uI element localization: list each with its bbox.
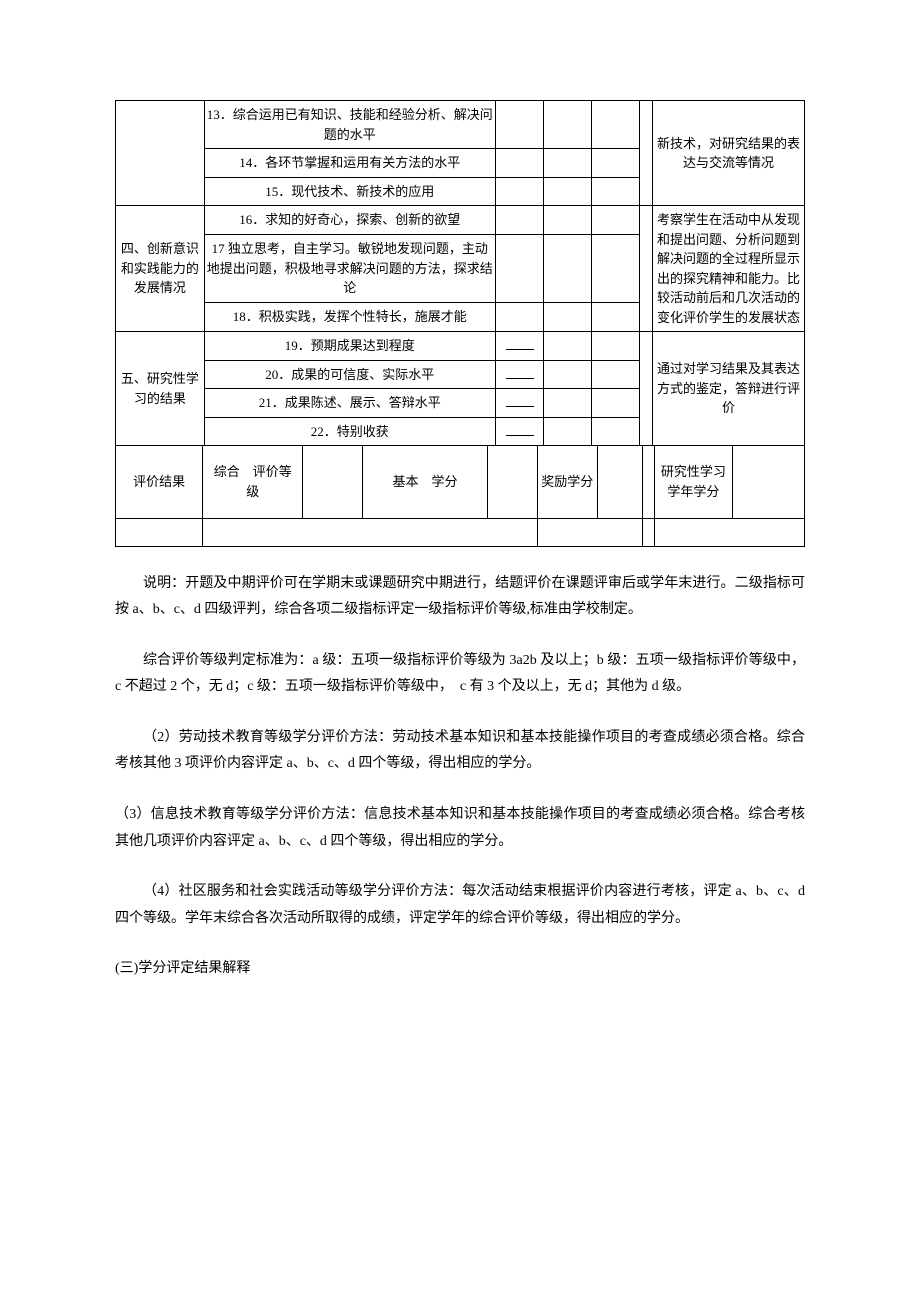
item-18: 18．积极实践，发挥个性特长，施展才能 <box>204 303 495 332</box>
para-item2: （2）劳动技术教育等级学分评价方法：劳动技术基本知识和基本技能操作项目的考查成绩… <box>115 725 805 778</box>
award-credit-label: 奖励学分 <box>537 446 597 518</box>
basic-credit-label: 基本 学分 <box>363 446 488 518</box>
grade-value-cell <box>303 446 363 518</box>
section5-remark: 通过对学习结果及其表达方式的鉴定，答辩进行评价 <box>652 332 804 446</box>
blank-cell <box>495 332 543 361</box>
item-19: 19．预期成果达到程度 <box>204 332 495 361</box>
para-item4: （4）社区服务和社会实践活动等级学分评价方法：每次活动结束根据评价内容进行考核，… <box>115 879 805 932</box>
section4-indicator: 四、创新意识和实践能力的发展情况 <box>116 206 205 332</box>
item-13: 13．综合运用已有知识、技能和经验分析、解决问题的水平 <box>204 101 495 149</box>
item-22: 22．特别收获 <box>204 417 495 446</box>
item-17: 17 独立思考，自主学习。敏锐地发现问题，主动地提出问题，积极地寻求解决问题的方… <box>204 234 495 302</box>
section3-indicator-cell <box>116 101 205 206</box>
para-item3: （3）信息技术教育等级学分评价方法：信息技术基本知识和基本技能操作项目的考查成绩… <box>115 802 805 855</box>
section5-indicator: 五、研究性学习的结果 <box>116 332 205 446</box>
para-note: 说明：开题及中期评价可在学期末或课题研究中期进行，结题评价在课题评审后或学年末进… <box>115 571 805 624</box>
item-14: 14．各环节掌握和运用有关方法的水平 <box>204 149 495 178</box>
year-credit-value <box>732 446 804 518</box>
para-section3: (三)学分评定结果解释 <box>115 956 805 983</box>
blank-cell <box>495 360 543 389</box>
blank-cell <box>495 389 543 418</box>
evaluation-table: 13．综合运用已有知识、技能和经验分析、解决问题的水平 新技术，对研究结果的表达… <box>115 100 805 446</box>
grade-label: 综合 评价等 级 <box>203 446 303 518</box>
blank-cell <box>495 417 543 446</box>
result-table: 评价结果 综合 评价等 级 基本 学分 奖励学分 研究性学习学年学分 <box>115 446 805 547</box>
award-credit-value <box>597 446 642 518</box>
section4-remark: 考察学生在活动中从发现和提出问题、分析问题到解决问题的全过程所显示出的探究精神和… <box>652 206 804 332</box>
result-label: 评价结果 <box>116 446 203 518</box>
item-16: 16．求知的好奇心，探索、创新的欲望 <box>204 206 495 235</box>
item-21: 21．成果陈述、展示、答辩水平 <box>204 389 495 418</box>
year-credit-label: 研究性学习学年学分 <box>655 446 732 518</box>
section3-remark: 新技术，对研究结果的表达与交流等情况 <box>652 101 804 206</box>
item-15: 15．现代技术、新技术的应用 <box>204 177 495 206</box>
para-standard: 综合评价等级判定标准为：a 级：五项一级指标评价等级为 3a2b 及以上；b 级… <box>115 648 805 701</box>
basic-credit-value <box>487 446 537 518</box>
item-20: 20．成果的可信度、实际水平 <box>204 360 495 389</box>
